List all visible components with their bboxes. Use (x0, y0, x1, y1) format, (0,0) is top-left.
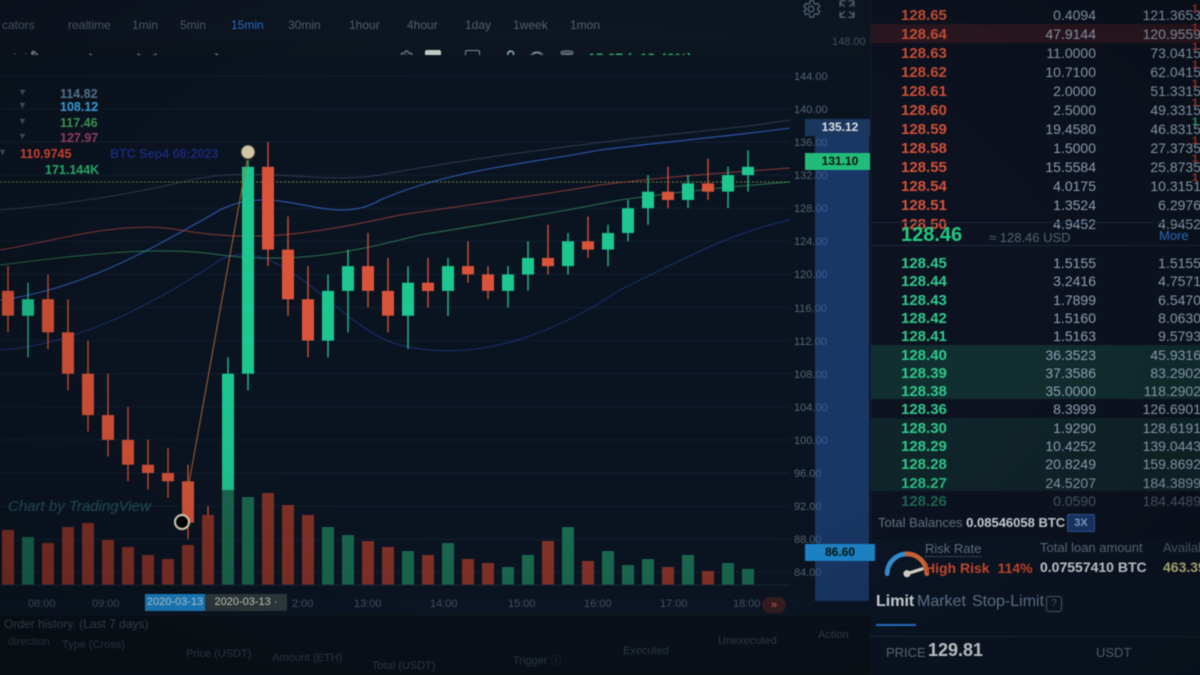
svg-text:Chart by TradingView: Chart by TradingView (8, 498, 152, 515)
